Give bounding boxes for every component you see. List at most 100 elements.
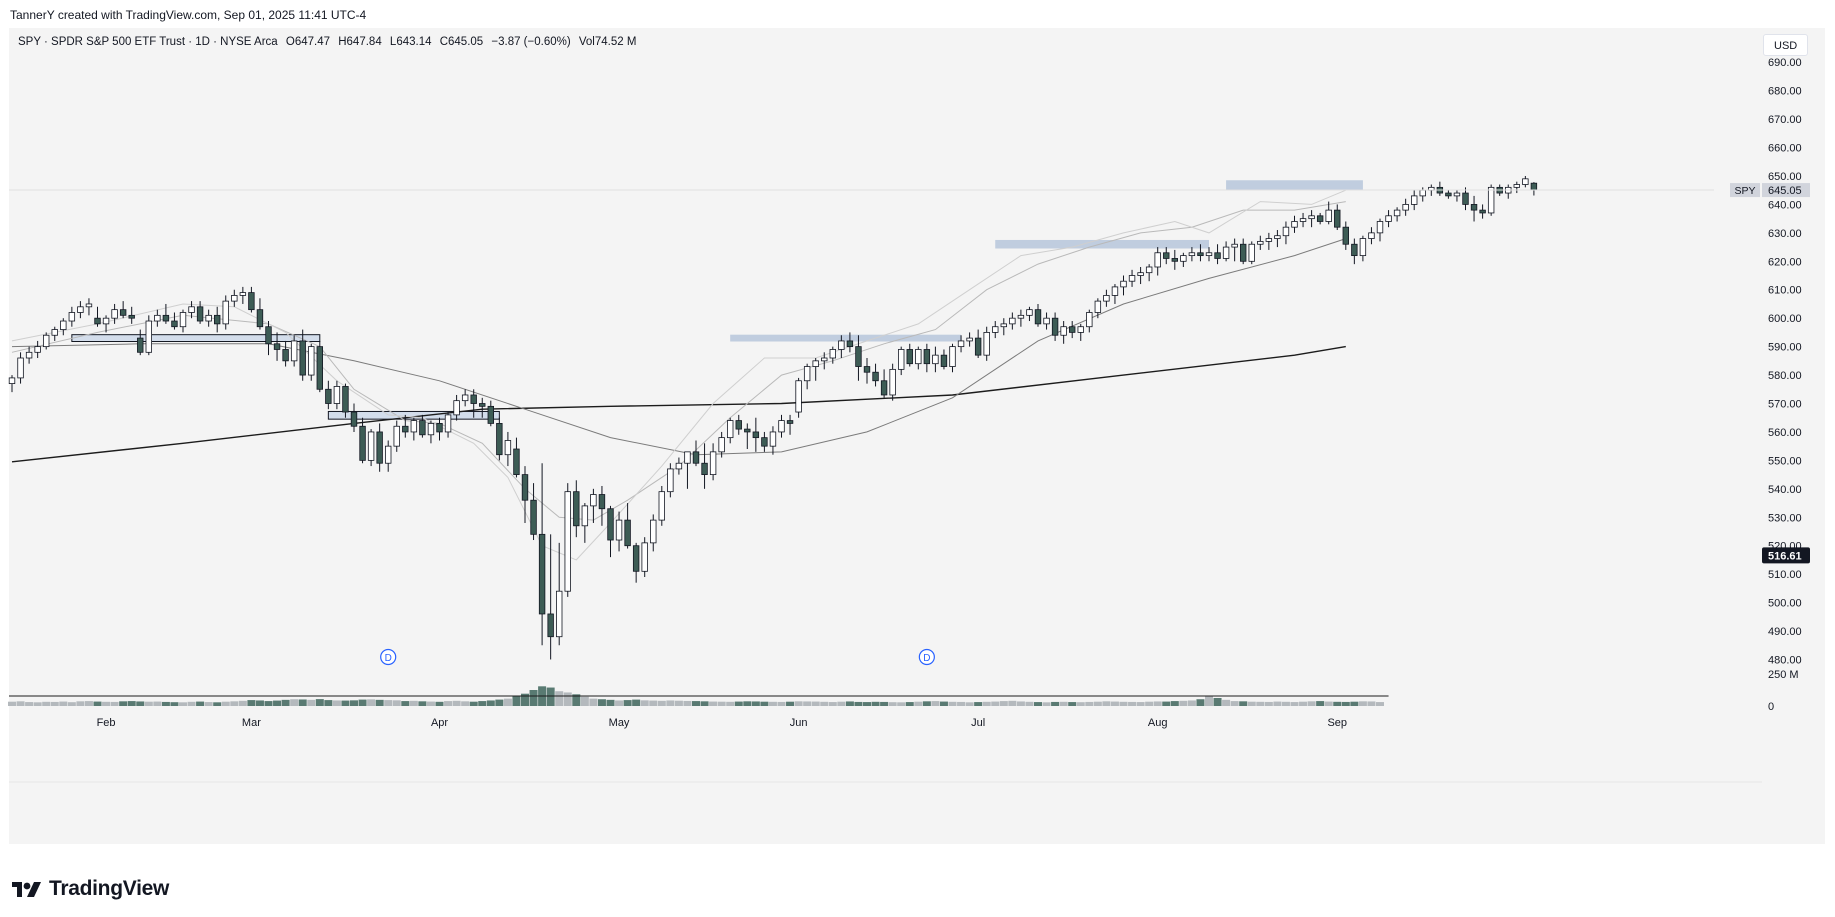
candle-body[interactable] [949, 346, 956, 367]
candle-body[interactable] [1163, 252, 1170, 259]
candle-body[interactable] [1359, 238, 1367, 257]
candle-body[interactable] [1530, 182, 1538, 191]
candle-body[interactable] [51, 329, 58, 336]
candle-body[interactable] [333, 386, 341, 404]
candle-body[interactable] [1462, 192, 1469, 205]
candle-body[interactable] [675, 462, 683, 470]
candle-body[interactable] [1453, 192, 1461, 197]
candle-body[interactable] [231, 295, 238, 302]
candle-body[interactable] [641, 542, 648, 572]
currency-button[interactable]: USD [1763, 34, 1808, 56]
candle-body[interactable] [1026, 309, 1033, 316]
candle-body[interactable] [1043, 317, 1050, 325]
candle-body[interactable] [573, 491, 580, 527]
candle-body[interactable] [795, 380, 802, 413]
candle-body[interactable] [196, 306, 204, 322]
candle-body[interactable] [487, 405, 494, 424]
candle-body[interactable] [966, 337, 973, 342]
candle-body[interactable] [1188, 252, 1196, 257]
candle-body[interactable] [402, 425, 409, 433]
candle-body[interactable] [898, 349, 905, 370]
resistance-zone[interactable] [71, 334, 321, 343]
candle-body[interactable] [906, 349, 913, 365]
candle-body[interactable] [1325, 209, 1332, 222]
candle-body[interactable] [1470, 204, 1478, 211]
candle-body[interactable] [1017, 314, 1025, 319]
candle-body[interactable] [1077, 326, 1084, 333]
candle-body[interactable] [350, 411, 358, 427]
candle-body[interactable] [205, 314, 212, 322]
candle-body[interactable] [564, 491, 571, 592]
candle-body[interactable] [1103, 295, 1110, 302]
candle-body[interactable] [213, 314, 221, 325]
candle-body[interactable] [1368, 232, 1375, 239]
candle-body[interactable] [821, 357, 828, 362]
candle-body[interactable] [128, 314, 135, 319]
candle-body[interactable] [974, 337, 982, 356]
candle-body[interactable] [1248, 243, 1255, 262]
candle-body[interactable] [444, 414, 452, 433]
dividend-event-marker[interactable] [918, 648, 935, 666]
candle-body[interactable] [735, 420, 742, 430]
candle-body[interactable] [77, 306, 84, 313]
candle-body[interactable] [1086, 312, 1093, 328]
candle-body[interactable] [803, 366, 811, 382]
candle-body[interactable] [786, 420, 794, 424]
candle-body[interactable] [769, 431, 777, 447]
candle-body[interactable] [538, 533, 546, 615]
candle-body[interactable] [137, 337, 144, 353]
candle-body[interactable] [496, 423, 503, 456]
candle-body[interactable] [838, 340, 845, 350]
candle-body[interactable] [461, 394, 469, 402]
candle-body[interactable] [43, 334, 50, 348]
candle-body[interactable] [1291, 221, 1298, 228]
candle-body[interactable] [85, 303, 93, 308]
candle-body[interactable] [1445, 192, 1452, 197]
tradingview-logo[interactable]: TradingView [10, 876, 169, 902]
candle-body[interactable] [727, 420, 734, 439]
chart-area[interactable] [9, 28, 1825, 844]
candle-body[interactable] [479, 403, 486, 407]
candle-body[interactable] [299, 340, 306, 376]
candle-body[interactable] [1197, 252, 1204, 257]
candle-body[interactable] [1171, 258, 1178, 262]
candle-body[interactable] [1094, 300, 1102, 313]
candle-body[interactable] [709, 451, 717, 476]
candle-body[interactable] [744, 428, 751, 433]
candle-body[interactable] [145, 320, 152, 353]
candle-body[interactable] [940, 354, 948, 367]
candle-body[interactable] [1120, 280, 1127, 288]
candle-body[interactable] [384, 445, 392, 464]
candle-body[interactable] [410, 420, 418, 433]
support-zone[interactable] [1226, 180, 1363, 190]
candle-body[interactable] [25, 351, 33, 359]
candle-body[interactable] [1137, 272, 1144, 276]
candle-body[interactable] [342, 386, 349, 413]
support-zone[interactable] [730, 334, 962, 342]
candle-body[interactable] [1145, 266, 1153, 274]
candle-body[interactable] [581, 505, 589, 527]
candle-body[interactable] [290, 340, 298, 362]
candle-body[interactable] [855, 346, 862, 367]
candle-body[interactable] [222, 300, 229, 325]
candle-body[interactable] [154, 314, 161, 322]
candle-body[interactable] [282, 349, 289, 362]
candle-body[interactable] [265, 326, 272, 345]
candle-body[interactable] [119, 309, 127, 316]
candle-body[interactable] [171, 320, 178, 328]
candle-body[interactable] [273, 343, 281, 350]
candle-body[interactable] [889, 368, 896, 396]
candle-body[interactable] [427, 423, 435, 436]
candle-body[interactable] [624, 519, 631, 547]
candle-body[interactable] [179, 312, 187, 328]
candle-body[interactable] [256, 309, 264, 328]
candle-body[interactable] [453, 400, 460, 416]
candle-body[interactable] [359, 425, 366, 461]
candle-body[interactable] [393, 425, 400, 447]
candle-body[interactable] [102, 317, 110, 325]
candle-body[interactable] [829, 349, 836, 359]
candle-body[interactable] [684, 451, 691, 464]
candle-body[interactable] [812, 360, 819, 367]
candle-body[interactable] [1316, 215, 1324, 222]
candle-body[interactable] [68, 312, 76, 322]
